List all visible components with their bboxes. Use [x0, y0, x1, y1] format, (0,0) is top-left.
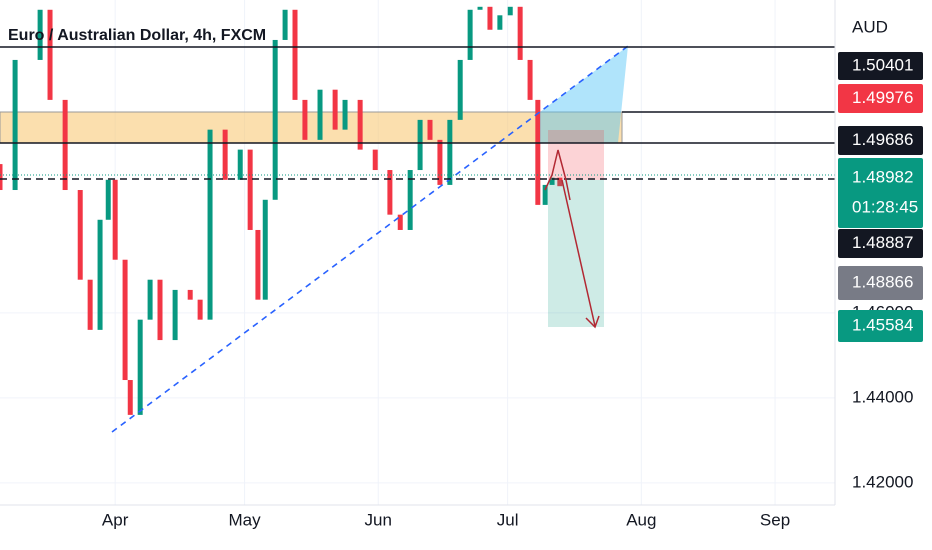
target-zone: [548, 180, 604, 327]
y-tick-label: 1.44000: [852, 387, 913, 406]
candle-body: [47, 9, 53, 100]
candle-body: [127, 380, 133, 415]
candle-body: [172, 289, 178, 341]
price-label: 1.48866: [852, 272, 913, 291]
candle-body: [302, 99, 308, 140]
price-label-box: [838, 158, 923, 228]
price-label-box: [838, 52, 923, 80]
candle-body: [487, 6, 493, 30]
candle-body: [387, 170, 393, 215]
trend-line: [111, 45, 629, 433]
candle-body: [397, 214, 403, 230]
candle-body: [535, 99, 541, 205]
candle-body: [549, 177, 555, 185]
candle-body: [105, 179, 111, 220]
countdown: 01:28:45: [852, 197, 918, 216]
candle-body: [112, 179, 118, 260]
price-label: 1.50401: [852, 55, 913, 74]
price-label: 1.48982: [852, 167, 913, 186]
candle-body: [467, 9, 473, 60]
candle-body: [542, 184, 548, 205]
candle-body: [255, 229, 261, 300]
candle-body: [557, 177, 563, 187]
candle-body: [317, 89, 323, 140]
candle-body: [497, 15, 503, 30]
candle-body: [207, 129, 213, 320]
candle-body: [147, 279, 153, 320]
candle-body: [237, 149, 243, 180]
candle-body: [437, 139, 443, 185]
price-label-box: [838, 84, 923, 113]
price-label-box: [838, 229, 923, 258]
candle-body: [527, 59, 533, 100]
x-tick-label: May: [228, 510, 261, 529]
candles: [0, 6, 563, 415]
candle-body: [427, 119, 433, 140]
price-label-box: [838, 310, 923, 342]
candle-body: [372, 149, 378, 171]
candle-body: [357, 99, 363, 150]
candle-body: [247, 149, 253, 230]
candle-body: [222, 129, 228, 180]
candle-body: [0, 164, 3, 191]
price-label: 1.49686: [852, 130, 913, 149]
candle-body: [262, 199, 268, 300]
candle-body: [517, 6, 523, 60]
arrow: [561, 179, 596, 327]
candle-body: [417, 119, 423, 171]
candle-body: [447, 119, 453, 185]
path-sketch: [544, 149, 571, 201]
candle-body: [282, 9, 288, 40]
candle-body: [122, 259, 128, 381]
x-tick-label: Jul: [497, 510, 519, 529]
price-label-box: [838, 126, 923, 155]
x-tick-label: Sep: [760, 510, 790, 529]
candle-body: [77, 190, 83, 280]
supply-zone: [0, 111, 623, 144]
candle-body: [272, 39, 278, 200]
y-tick-label: 1.42000: [852, 472, 913, 491]
candle-body: [37, 9, 43, 60]
price-label: 1.48887: [852, 233, 913, 252]
candle-body: [187, 289, 193, 300]
chart-title: Euro / Australian Dollar, 4h, FXCM: [8, 27, 266, 44]
x-tick-label: Jun: [365, 510, 392, 529]
price-label: 1.45584: [852, 315, 913, 334]
candle-body: [477, 6, 483, 10]
projection-fill: [540, 46, 628, 143]
candle-body: [157, 279, 163, 341]
candle-body: [507, 6, 513, 16]
x-tick-label: Aug: [626, 510, 656, 529]
arrow-head: [585, 315, 600, 329]
candle-body: [12, 59, 18, 191]
candle-body: [137, 319, 143, 415]
candle-body: [342, 99, 348, 130]
candle-body: [197, 299, 203, 320]
candle-body: [292, 9, 298, 100]
candle-body: [407, 170, 413, 230]
candle-body: [87, 279, 93, 330]
candle-body: [332, 89, 338, 130]
price-label-box: [838, 266, 923, 300]
axis: AprMayJunJulAugSep1.420001.440001.460001…: [102, 52, 923, 529]
price-label: 1.49976: [852, 88, 913, 107]
x-tick-label: Apr: [102, 510, 129, 529]
grid: [0, 0, 835, 505]
candle-body: [457, 59, 463, 120]
currency: AUD: [852, 17, 888, 36]
candle-body: [97, 219, 103, 330]
candle-body: [62, 99, 68, 191]
